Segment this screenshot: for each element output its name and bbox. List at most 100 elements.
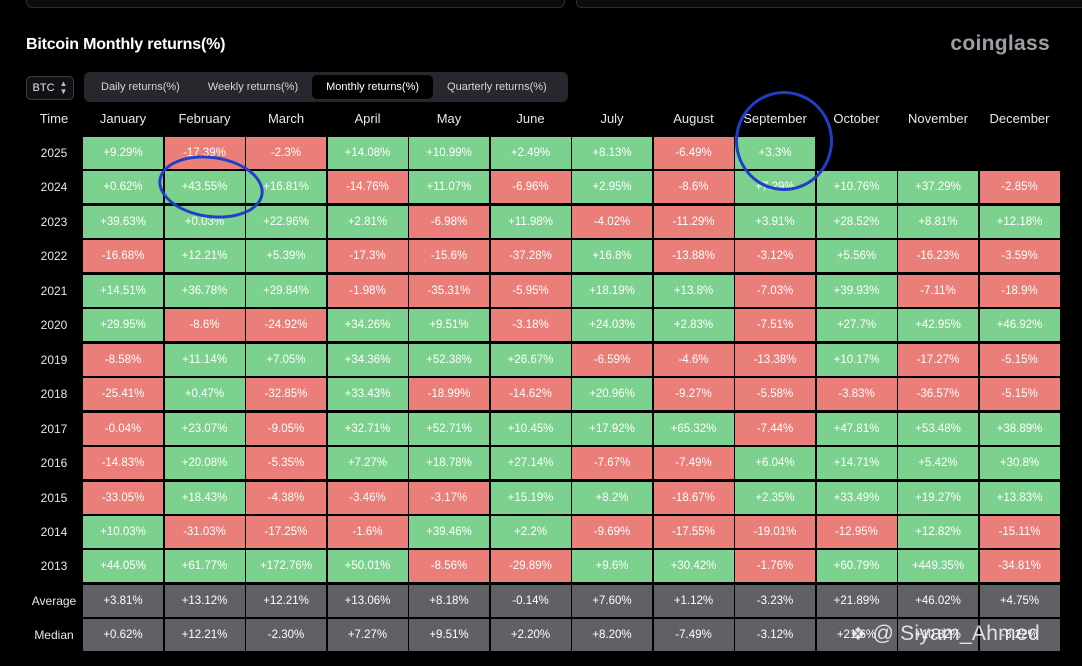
table-cell: -9.05% xyxy=(246,412,326,445)
table-cell: +38.89% xyxy=(979,412,1060,445)
table-cell: -0.14% xyxy=(490,584,571,617)
table-cell: -17.3% xyxy=(327,240,408,273)
table-cell: +13.8% xyxy=(653,274,734,307)
table-cell: -16.23% xyxy=(898,240,978,273)
table-cell: +43.55% xyxy=(164,171,245,204)
table-cell: -3.59% xyxy=(979,240,1060,273)
column-header-june: June xyxy=(516,111,545,126)
tab-daily-returns[interactable]: Daily returns(%) xyxy=(101,81,180,93)
table-cell: +2.35% xyxy=(735,481,815,514)
table-cell: -2.85% xyxy=(979,171,1060,204)
tab-weekly-returns[interactable]: Weekly returns(%) xyxy=(207,81,299,93)
table-cell: +9.51% xyxy=(409,309,489,342)
table-cell: +0.47% xyxy=(164,378,245,411)
page-title: Bitcoin Monthly returns(%) xyxy=(26,36,226,53)
table-cell: -3.12% xyxy=(735,619,815,652)
table-cell: -17.39% xyxy=(164,137,245,169)
column-header-october: October xyxy=(833,111,880,126)
row-label-2025: 2025 xyxy=(40,146,68,160)
table-cell: -5.95% xyxy=(490,274,571,307)
table-cell: +10.99% xyxy=(409,137,489,169)
table-cell: +16.81% xyxy=(246,171,326,204)
table-cell: -3.22% xyxy=(979,619,1060,652)
row-label-average: Average xyxy=(31,593,77,608)
table-cell: +16.8% xyxy=(572,240,652,273)
table-cell: +7.27% xyxy=(327,447,408,480)
table-cell: +5.42% xyxy=(898,447,978,480)
table-cell: +32.71% xyxy=(327,412,408,445)
table-cell: +5.39% xyxy=(246,240,326,273)
table-cell: -7.49% xyxy=(653,619,734,652)
table-cell: -8.58% xyxy=(83,343,163,376)
top-panel-right xyxy=(576,0,1082,8)
table-cell: +18.19% xyxy=(572,274,652,307)
table-cell: -19.01% xyxy=(735,515,815,548)
table-cell: +33.43% xyxy=(327,378,408,411)
tab-monthly-returns[interactable]: Monthly returns(%) xyxy=(312,75,434,99)
column-header-september: September xyxy=(743,111,807,126)
table-cell: +14.71% xyxy=(816,447,897,480)
table-cell: -7.03% xyxy=(735,274,815,307)
table-cell: -14.76% xyxy=(327,171,408,204)
table-cell: -6.59% xyxy=(572,343,652,376)
table-cell: -5.15% xyxy=(979,343,1060,376)
table-cell: +21.89% xyxy=(816,584,897,617)
table-cell: +9.6% xyxy=(572,550,652,583)
coinglass-logo: coinglass xyxy=(950,32,1050,55)
table-cell: +449.35% xyxy=(898,550,978,583)
table-cell: -7.49% xyxy=(653,447,734,480)
table-cell: +7.27% xyxy=(327,619,408,652)
table-cell: -33.05% xyxy=(83,481,163,514)
table-cell: -16.68% xyxy=(83,240,163,273)
table-cell: +21.6% xyxy=(816,619,897,652)
watermark-text: Siyam_Ahmed xyxy=(900,622,1040,645)
table-cell: +8.20% xyxy=(572,619,652,652)
table-cell: +26.67% xyxy=(490,343,571,376)
row-label-median: Median xyxy=(34,628,74,643)
row-label-2020: 2020 xyxy=(40,318,68,333)
table-cell: -13.88% xyxy=(653,240,734,273)
row-label-2013: 2013 xyxy=(40,559,68,574)
table-cell: +65.32% xyxy=(653,412,734,445)
table-cell: +12.21% xyxy=(164,619,245,652)
table-cell: -15.6% xyxy=(409,240,489,273)
table-cell: +53.48% xyxy=(898,412,978,445)
table-cell: +11.14% xyxy=(164,343,245,376)
table-cell: -5.15% xyxy=(979,378,1060,411)
table-cell: -3.83% xyxy=(816,378,897,411)
table-cell: -1.76% xyxy=(735,550,815,583)
table-cell: +1.12% xyxy=(653,584,734,617)
table-cell: +12.21% xyxy=(164,240,245,273)
table-cell: +9.29% xyxy=(83,137,163,169)
column-header-march: March xyxy=(267,111,305,126)
table-cell: +22.96% xyxy=(246,205,326,238)
table-cell: +52.71% xyxy=(409,412,489,445)
table-cell: -7.11% xyxy=(898,274,978,307)
table-cell: +44.05% xyxy=(83,550,163,583)
table-cell: -37.28% xyxy=(490,240,571,273)
tab-quarterly-returns[interactable]: Quarterly returns(%) xyxy=(447,81,547,93)
table-cell: +12.82% xyxy=(898,515,978,548)
table-cell: -14.83% xyxy=(83,447,163,480)
table-cell: -18.67% xyxy=(653,481,734,514)
asset-select[interactable]: BTC ▲ ▼ xyxy=(26,76,74,100)
table-cell: +24.03% xyxy=(572,309,652,342)
table-cell: +36.78% xyxy=(164,274,245,307)
column-header-july: July xyxy=(600,111,624,126)
binance-icon: ❖ xyxy=(850,623,867,644)
table-cell: +7.05% xyxy=(246,343,326,376)
table-cell: -2.30% xyxy=(246,619,326,652)
table-cell: +20.96% xyxy=(572,378,652,411)
watermark: ❖ @ Siyam_Ahmed xyxy=(850,622,1040,646)
table-cell: -1.6% xyxy=(327,515,408,548)
table-cell: +29.84% xyxy=(246,274,326,307)
table-cell: -17.25% xyxy=(246,515,326,548)
table-cell: -12.95% xyxy=(816,515,897,548)
table-cell: +27.14% xyxy=(490,447,571,480)
table-cell: -6.98% xyxy=(409,205,489,238)
table-cell: -29.89% xyxy=(490,550,571,583)
column-header-may: May xyxy=(436,111,462,126)
table-cell: -15.11% xyxy=(979,515,1060,548)
table-cell: -4.6% xyxy=(653,343,734,376)
table-cell: +29.95% xyxy=(83,309,163,342)
